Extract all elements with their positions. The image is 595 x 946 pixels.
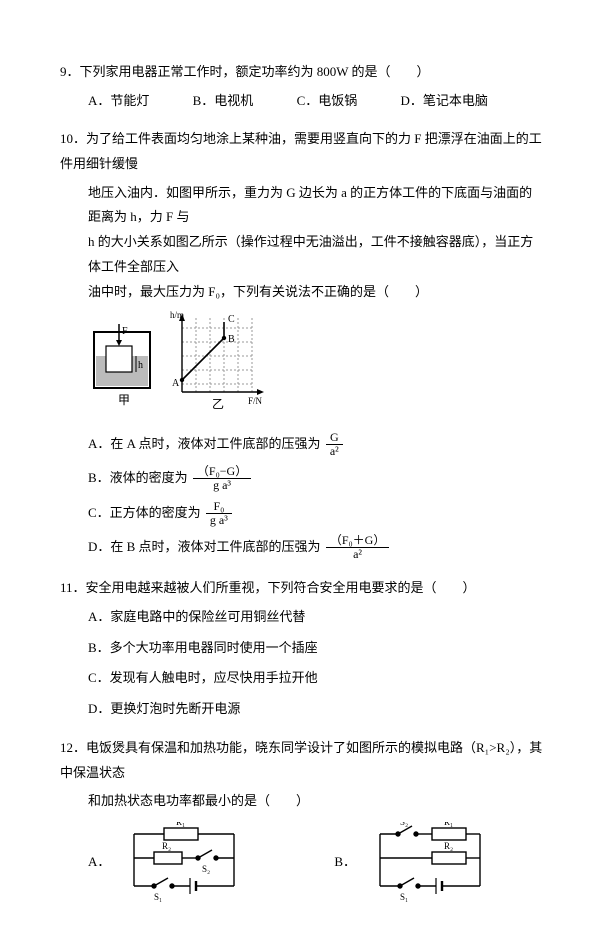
question-11: 11．安全用电越来越被人们所重视，下列符合安全用电要求的是（ ） A．家庭电路中… [60,576,545,721]
q9-options: A．节能灯 B．电视机 C．电饭锅 D．笔记本电脑 [60,89,545,114]
circuit-icon: S₂ R₁ R₂ S₁ [370,822,490,902]
svg-text:R₁: R₁ [444,822,453,827]
q10-opt-c: C．正方体的密度为 F₀g a³ [88,500,545,528]
svg-text:乙: 乙 [212,397,224,411]
svg-text:甲: 甲 [118,393,130,407]
fraction-icon: Ga² [326,431,343,459]
q10-diagram: F h 甲 h/m [88,308,268,427]
q12-stem: 12．电饭煲具有保温和加热功能，晓东同学设计了如图所示的模拟电路（R₁>R₂），… [60,736,545,785]
q12-opt-a: A． R₁ R₂ [88,822,244,902]
svg-text:B: B [228,334,235,345]
q9-opt-d: D．笔记本电脑 [400,89,487,114]
q10-options: A．在 A 点时，液体对工件底部的压强为 Ga² B．液体的密度为 （F₀­­−… [60,431,545,563]
svg-text:C: C [228,314,235,325]
q11-stem: 11．安全用电越来越被人们所重视，下列符合安全用电要求的是（ ） [60,576,545,601]
q9-stem: 9．下列家用电器正常工作时，额定功率约为 800W 的是（ ） [60,60,545,85]
q12-number: 12． [60,740,86,755]
q12-text2: 和加热状态电功率都最小的是（ ） [60,789,545,814]
q10-opt-b: B．液体的密度为 （F₀­­−G）g a³ [88,465,545,493]
q10-opt-d: D．在 B 点时，液体对工件底部的压强为 （F₀＋G）a² [88,534,545,562]
q12-opt-b-label: B． [334,850,356,875]
svg-text:F: F [122,326,128,337]
q11-text: 安全用电越来越被人们所重视，下列符合安全用电要求的是（ ） [86,580,476,595]
q10-number: 10． [60,131,86,146]
svg-text:S₂: S₂ [400,822,408,827]
q11-opt-a: A．家庭电路中的保险丝可用铜丝代替 [88,605,545,630]
svg-text:S₁: S₁ [400,892,408,902]
fraction-icon: （F₀­­−G）g a³ [193,465,251,493]
question-10: 10．为了给工件表面均匀地涂上某种油，需要用竖直向下的力 F 把漂浮在油面上的工… [60,127,545,562]
q10-text1: 为了给工件表面均匀地涂上某种油，需要用竖直向下的力 F 把漂浮在油面上的工件用细… [60,131,542,171]
question-12: 12．电饭煲具有保温和加热功能，晓东同学设计了如图所示的模拟电路（R₁>R₂），… [60,736,545,902]
q10-opt-a: A．在 A 点时，液体对工件底部的压强为 Ga² [88,431,545,459]
q9-opt-b: B．电视机 [193,89,254,114]
q12-text1: 电饭煲具有保温和加热功能，晓东同学设计了如图所示的模拟电路（R₁>R₂），其中保… [60,740,542,780]
q9-opt-a: A．节能灯 [88,89,149,114]
q10-text4: 油中时，最大压力为 F₀，下列有关说法不正确的是（ ） [60,280,545,305]
q10-text2: 地压入油内．如图甲所示，重力为 G 边长为 a 的正方体工件的下底面与油面的距离… [60,181,545,230]
svg-text:F/N: F/N [248,396,263,406]
q11-number: 11． [60,580,86,595]
svg-text:h: h [138,360,143,371]
q11-opt-b: B．多个大功率用电器同时使用一个插座 [88,636,545,661]
svg-text:S₁: S₁ [154,892,162,902]
svg-text:R₂: R₂ [162,841,171,851]
q11-opt-c: C．发现有人触电时，应尽快用手拉开他 [88,666,545,691]
question-9: 9．下列家用电器正常工作时，额定功率约为 800W 的是（ ） A．节能灯 B．… [60,60,545,113]
svg-text:R₁: R₁ [176,822,185,827]
svg-text:S₂: S₂ [202,864,210,874]
q9-opt-c: C．电饭锅 [297,89,358,114]
fraction-icon: F₀g a³ [206,500,232,528]
fraction-icon: （F₀＋G）a² [326,534,390,562]
q11-options: A．家庭电路中的保险丝可用铜丝代替 B．多个大功率用电器同时使用一个插座 C．发… [60,605,545,722]
q9-text: 下列家用电器正常工作时，额定功率约为 800W 的是（ ） [80,64,430,79]
svg-text:A: A [172,378,180,389]
q10-text3: h 的大小关系如图乙所示（操作过程中无油溢出，工件不接触容器底），当正方体工件全… [60,230,545,279]
q12-opt-b: B． S₂ R₁ R₂ [334,822,490,902]
svg-text:R₂: R₂ [444,841,453,851]
q11-opt-d: D．更换灯泡时先断开电源 [88,697,545,722]
q10-stem: 10．为了给工件表面均匀地涂上某种油，需要用竖直向下的力 F 把漂浮在油面上的工… [60,127,545,176]
svg-text:h/m: h/m [170,310,184,320]
q12-opt-a-label: A． [88,850,110,875]
q9-number: 9． [60,64,80,79]
circuit-icon: R₁ R₂ S₂ S₁ [124,822,244,902]
